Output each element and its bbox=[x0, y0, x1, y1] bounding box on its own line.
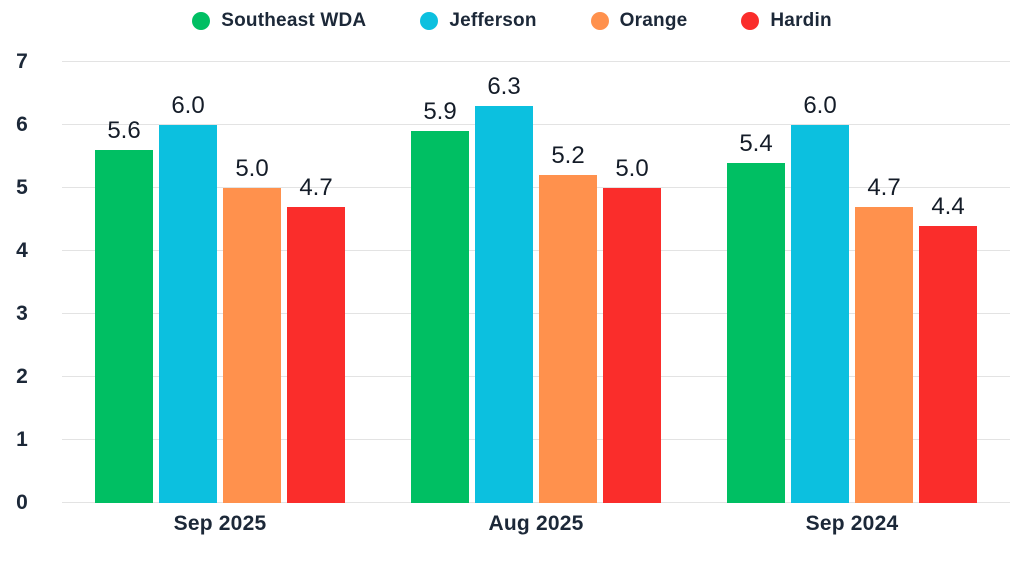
x-tick-label: Sep 2025 bbox=[173, 512, 267, 535]
bar-value-label: 5.6 bbox=[107, 117, 141, 145]
x-axis: Sep 2025 Aug 2025 Sep 2024 bbox=[62, 503, 1010, 543]
y-tick-label: 0 bbox=[16, 491, 28, 514]
legend-label: Hardin bbox=[770, 10, 832, 31]
legend-item: Jefferson bbox=[420, 10, 536, 32]
y-tick-label: 1 bbox=[16, 428, 28, 451]
gridline bbox=[62, 502, 1010, 503]
bar bbox=[411, 131, 469, 503]
legend-item: Hardin bbox=[741, 10, 832, 32]
x-tick-label: Sep 2024 bbox=[805, 512, 899, 535]
bar-value-label: 6.0 bbox=[803, 92, 837, 119]
bar bbox=[539, 175, 597, 503]
y-tick-label: 3 bbox=[16, 302, 28, 325]
y-tick-label: 2 bbox=[16, 365, 28, 388]
bar bbox=[159, 125, 217, 503]
bar-column: 5.9 bbox=[411, 98, 469, 503]
bar-value-label: 5.0 bbox=[615, 155, 649, 182]
bar-column: 6.0 bbox=[159, 92, 217, 503]
bar-group: 5.6 6.0 5.0 4.7 bbox=[62, 62, 378, 503]
legend-dot bbox=[741, 12, 760, 30]
plot-area: 5.6 6.0 5.0 4.7 5.9 6.3 5.2 5.0 5.4 6.0 4.7 4.4 bbox=[62, 61, 1010, 503]
gridline bbox=[62, 187, 1010, 188]
y-axis: 0 1 2 3 4 5 6 7 bbox=[0, 50, 52, 514]
bar-column: 5.0 bbox=[223, 155, 281, 503]
x-tick-label: Aug 2025 bbox=[488, 512, 584, 535]
legend-dot bbox=[420, 12, 439, 30]
bar-value-label: 4.7 bbox=[867, 173, 901, 201]
bar-group: 5.4 6.0 4.7 4.4 bbox=[694, 62, 1010, 503]
y-tick-label: 6 bbox=[16, 113, 28, 136]
bar-group: 5.9 6.3 5.2 5.0 bbox=[378, 62, 694, 503]
legend-item: Orange bbox=[590, 10, 688, 32]
gridline bbox=[62, 250, 1010, 251]
bar-value-label: 6.3 bbox=[487, 73, 521, 101]
bar bbox=[603, 188, 661, 503]
gridline bbox=[62, 439, 1010, 440]
legend-dot bbox=[590, 12, 609, 30]
bar-value-label: 5.2 bbox=[551, 142, 585, 170]
bar-column: 5.4 bbox=[727, 130, 785, 503]
gridline bbox=[62, 376, 1010, 377]
bar bbox=[855, 206, 913, 503]
legend-item: Southeast WDA bbox=[192, 10, 366, 32]
bar bbox=[223, 188, 281, 503]
bar-value-label: 4.4 bbox=[931, 192, 965, 220]
bar-value-label: 5.4 bbox=[739, 129, 773, 157]
bar bbox=[287, 206, 345, 503]
legend-label: Orange bbox=[619, 10, 688, 31]
legend: Southeast WDA Jefferson Orange Hardin bbox=[0, 10, 1024, 32]
gridline bbox=[62, 313, 1010, 314]
bar-column: 4.7 bbox=[855, 174, 913, 503]
bar-column: 5.0 bbox=[603, 155, 661, 503]
y-tick-label: 4 bbox=[16, 239, 28, 262]
bar bbox=[727, 162, 785, 503]
bar-column: 4.7 bbox=[287, 174, 345, 503]
bar-value-label: 4.7 bbox=[299, 173, 333, 201]
bar-value-label: 5.0 bbox=[235, 155, 269, 182]
bar-column: 5.2 bbox=[539, 142, 597, 503]
legend-label: Jefferson bbox=[449, 10, 537, 31]
bar-column: 6.3 bbox=[475, 73, 533, 503]
bar-column: 6.0 bbox=[791, 92, 849, 503]
bar bbox=[95, 150, 153, 503]
legend-label: Southeast WDA bbox=[221, 10, 367, 31]
bar bbox=[919, 225, 977, 503]
bar-value-label: 6.0 bbox=[171, 92, 205, 119]
legend-dot bbox=[192, 12, 211, 30]
y-tick-label: 5 bbox=[16, 176, 28, 199]
bar-value-label: 5.9 bbox=[423, 98, 457, 126]
bar-column: 5.6 bbox=[95, 117, 153, 503]
gridline bbox=[62, 61, 1010, 62]
gridline bbox=[62, 124, 1010, 125]
bar bbox=[475, 106, 533, 503]
y-tick-label: 7 bbox=[16, 50, 28, 73]
bar bbox=[791, 125, 849, 503]
bar-column: 4.4 bbox=[919, 193, 977, 503]
